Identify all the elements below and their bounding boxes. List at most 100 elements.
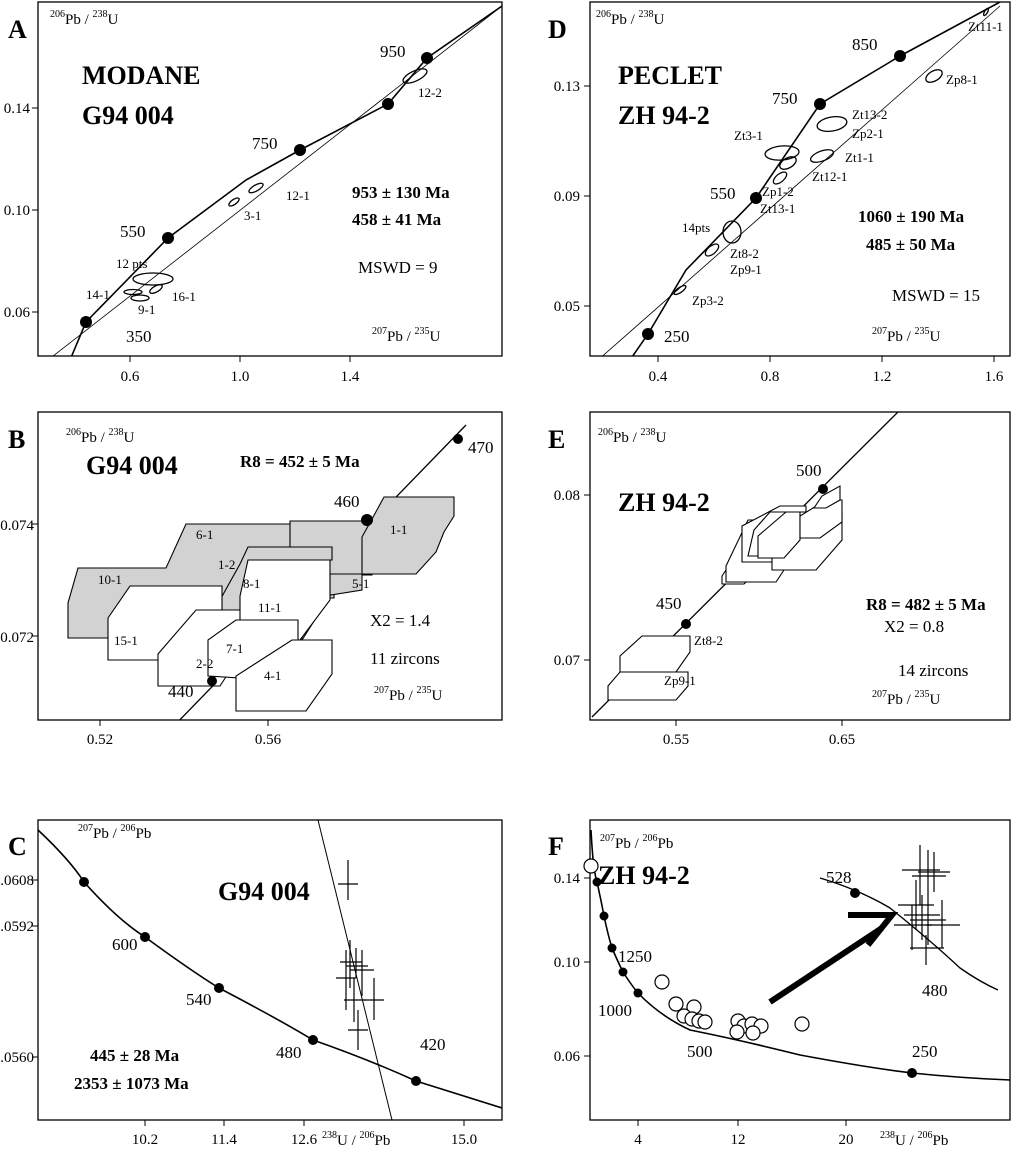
age-point-1250 [618,967,628,977]
age-label-470: 470 [468,438,494,457]
point-label: Zp1-2 [762,184,794,199]
panel-b: B G94 004 R8 = 452 ± 5 Ma X2 = 1.4 11 zi… [0,411,503,748]
age-point-950 [421,52,433,64]
data-point [729,1024,745,1040]
x-axis-label: 207Pb / 235U [372,326,441,345]
y-tick-label: 0.06 [554,1049,581,1065]
stat-lower-intercept: 445 ± 28 Ma [90,1046,180,1065]
age-label-600: 600 [112,935,138,954]
tick-marks [584,85,995,362]
x-tick-label: 4 [634,1132,642,1148]
ellipse-12-pts [132,272,174,286]
box-label: 6-1 [196,527,213,542]
point-label: Zt11-1 [968,19,1003,34]
panel-letter: B [8,425,25,454]
box-Zt8-2 [619,635,691,673]
box-Zp9-1 [607,671,689,701]
error-crosses [894,845,960,965]
stat-lower-intercept: 485 ± 50 Ma [866,235,956,254]
y-tick-label: 0.09 [554,189,580,205]
panel-title: G94 004 [86,451,178,480]
ellipse-Zp8-1 [925,69,943,83]
panel-letter: F [548,832,564,861]
concordia-inset-curve [819,877,999,991]
point-label: Zp8-1 [946,72,978,87]
age-point [607,943,617,953]
box-label: 2-2 [196,656,213,671]
ellipse-Zt1-1 [809,149,835,163]
age-point-550 [750,192,762,204]
age-point-350 [80,316,92,328]
plot-frame [589,1,1011,357]
data-point [668,996,684,1012]
point-label: Zt8-2 [730,246,759,261]
data-point [745,1025,761,1041]
y-tick-label: 0.07 [554,653,581,669]
y-tick-label: 0.072 [0,630,34,646]
error-boxes [67,496,455,712]
concordia-age-points [79,877,421,1086]
stat-x2: X2 = 1.4 [370,611,431,630]
age-point-540 [214,983,224,993]
y-tick-label: 0.08 [554,488,580,504]
panel-title: ZH 94-2 [598,861,690,890]
x-axis-label: 238U / 206Pb [322,1130,390,1149]
ellipse-3-1 [228,197,240,207]
x-tick-label: 0.55 [663,732,689,748]
age-label-850: 850 [852,35,878,54]
box-label: 7-1 [226,641,243,656]
panel-letter: D [548,15,567,44]
age-label-250: 250 [912,1042,938,1061]
y-tick-label: .0592 [0,919,34,935]
plot-frame [37,1,503,357]
age-point [79,877,89,887]
x-tick-label: 0.56 [255,732,282,748]
concordia-age-points [80,52,433,328]
age-point-550 [162,232,174,244]
x-tick-label: 1.6 [985,369,1004,385]
age-label-550: 550 [120,222,146,241]
point-label-14-1: 14-1 [86,287,110,302]
box [757,511,801,559]
point-label: Zp3-2 [692,293,724,308]
y-tick-label: 0.06 [4,305,31,321]
panel-title-line-2: ZH 94-2 [618,101,710,130]
age-label-460: 460 [334,492,360,511]
age-point-528 [850,888,860,898]
y-tick-label: .0608 [0,873,34,889]
x-tick-label: 0.52 [87,732,113,748]
x-tick-label: 15.0 [451,1132,477,1148]
box-label: 11-1 [258,600,281,615]
point-label: Zt1-1 [845,150,874,165]
box [812,485,841,509]
panel-title-line-2: G94 004 [82,101,174,130]
y-axis-label: 206Pb / 238U [50,9,119,28]
age-label-950: 950 [380,42,406,61]
point-label-12-pts: 12 pts [116,256,147,271]
error-ellipses [673,7,990,296]
tick-marks [584,494,843,726]
y-axis-label: 207Pb / 206Pb [78,823,151,842]
stat-mswd: MSWD = 9 [358,258,437,277]
age-point [599,911,609,921]
x-axis-label: 238U / 206Pb [880,1130,948,1149]
age-point-470 [453,434,463,444]
data-point [583,858,599,874]
panel-letter: A [8,15,27,44]
age-point-440 [207,676,217,686]
box-label: 5-1 [352,576,369,591]
age-point-460 [361,514,373,526]
age-point-420 [411,1076,421,1086]
concordia-curve [70,5,502,356]
point-label: Zp9-1 [730,262,762,277]
data-point [654,974,670,990]
plot-frame [589,819,1011,1121]
panel-title: G94 004 [218,877,310,906]
age-point-1000 [633,988,643,998]
discordia-line [52,5,502,356]
tick-marks [32,879,465,1126]
ellipse-9-1 [130,294,150,302]
stat-upper-intercept: 953 ± 130 Ma [352,183,450,202]
box-label: Zt8-2 [694,633,723,648]
stat-upper-intercept: 1060 ± 190 Ma [858,207,965,226]
